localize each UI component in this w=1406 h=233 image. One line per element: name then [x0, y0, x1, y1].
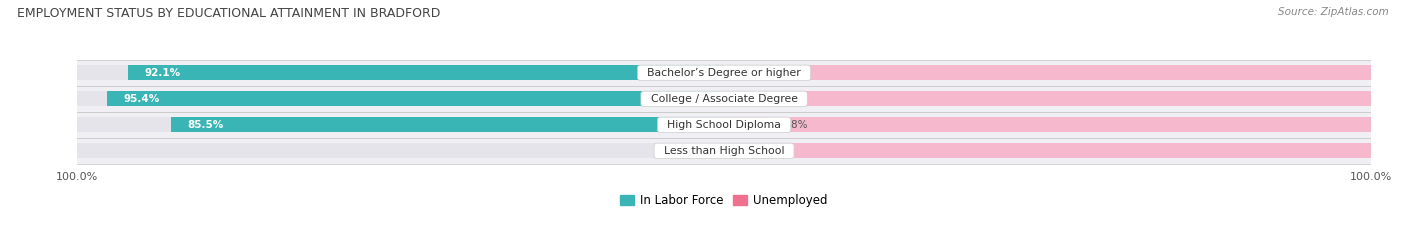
- Bar: [107, 91, 724, 106]
- Text: College / Associate Degree: College / Associate Degree: [644, 94, 804, 104]
- Bar: [172, 117, 724, 132]
- Bar: [724, 143, 1371, 158]
- Bar: [77, 91, 724, 106]
- Bar: [724, 117, 1371, 132]
- Bar: [77, 138, 1371, 164]
- Text: Bachelor’s Degree or higher: Bachelor’s Degree or higher: [640, 68, 808, 78]
- Bar: [77, 60, 1371, 86]
- Text: High School Diploma: High School Diploma: [661, 120, 787, 130]
- Text: Source: ZipAtlas.com: Source: ZipAtlas.com: [1278, 7, 1389, 17]
- Bar: [128, 65, 724, 80]
- Text: 6.8%: 6.8%: [780, 120, 807, 130]
- Text: 92.1%: 92.1%: [145, 68, 181, 78]
- Text: 0.0%: 0.0%: [741, 146, 766, 156]
- Bar: [724, 117, 768, 132]
- Bar: [724, 65, 1371, 80]
- Text: 0.0%: 0.0%: [741, 94, 766, 104]
- Legend: In Labor Force, Unemployed: In Labor Force, Unemployed: [616, 190, 832, 212]
- Text: EMPLOYMENT STATUS BY EDUCATIONAL ATTAINMENT IN BRADFORD: EMPLOYMENT STATUS BY EDUCATIONAL ATTAINM…: [17, 7, 440, 20]
- Text: 0.0%: 0.0%: [682, 146, 709, 156]
- Bar: [724, 91, 1371, 106]
- Bar: [77, 117, 724, 132]
- Bar: [77, 112, 1371, 138]
- Text: 95.4%: 95.4%: [124, 94, 159, 104]
- Text: 85.5%: 85.5%: [187, 120, 224, 130]
- Bar: [77, 65, 724, 80]
- Bar: [77, 86, 1371, 112]
- Bar: [77, 143, 724, 158]
- Text: Less than High School: Less than High School: [657, 146, 792, 156]
- Text: 0.0%: 0.0%: [741, 68, 766, 78]
